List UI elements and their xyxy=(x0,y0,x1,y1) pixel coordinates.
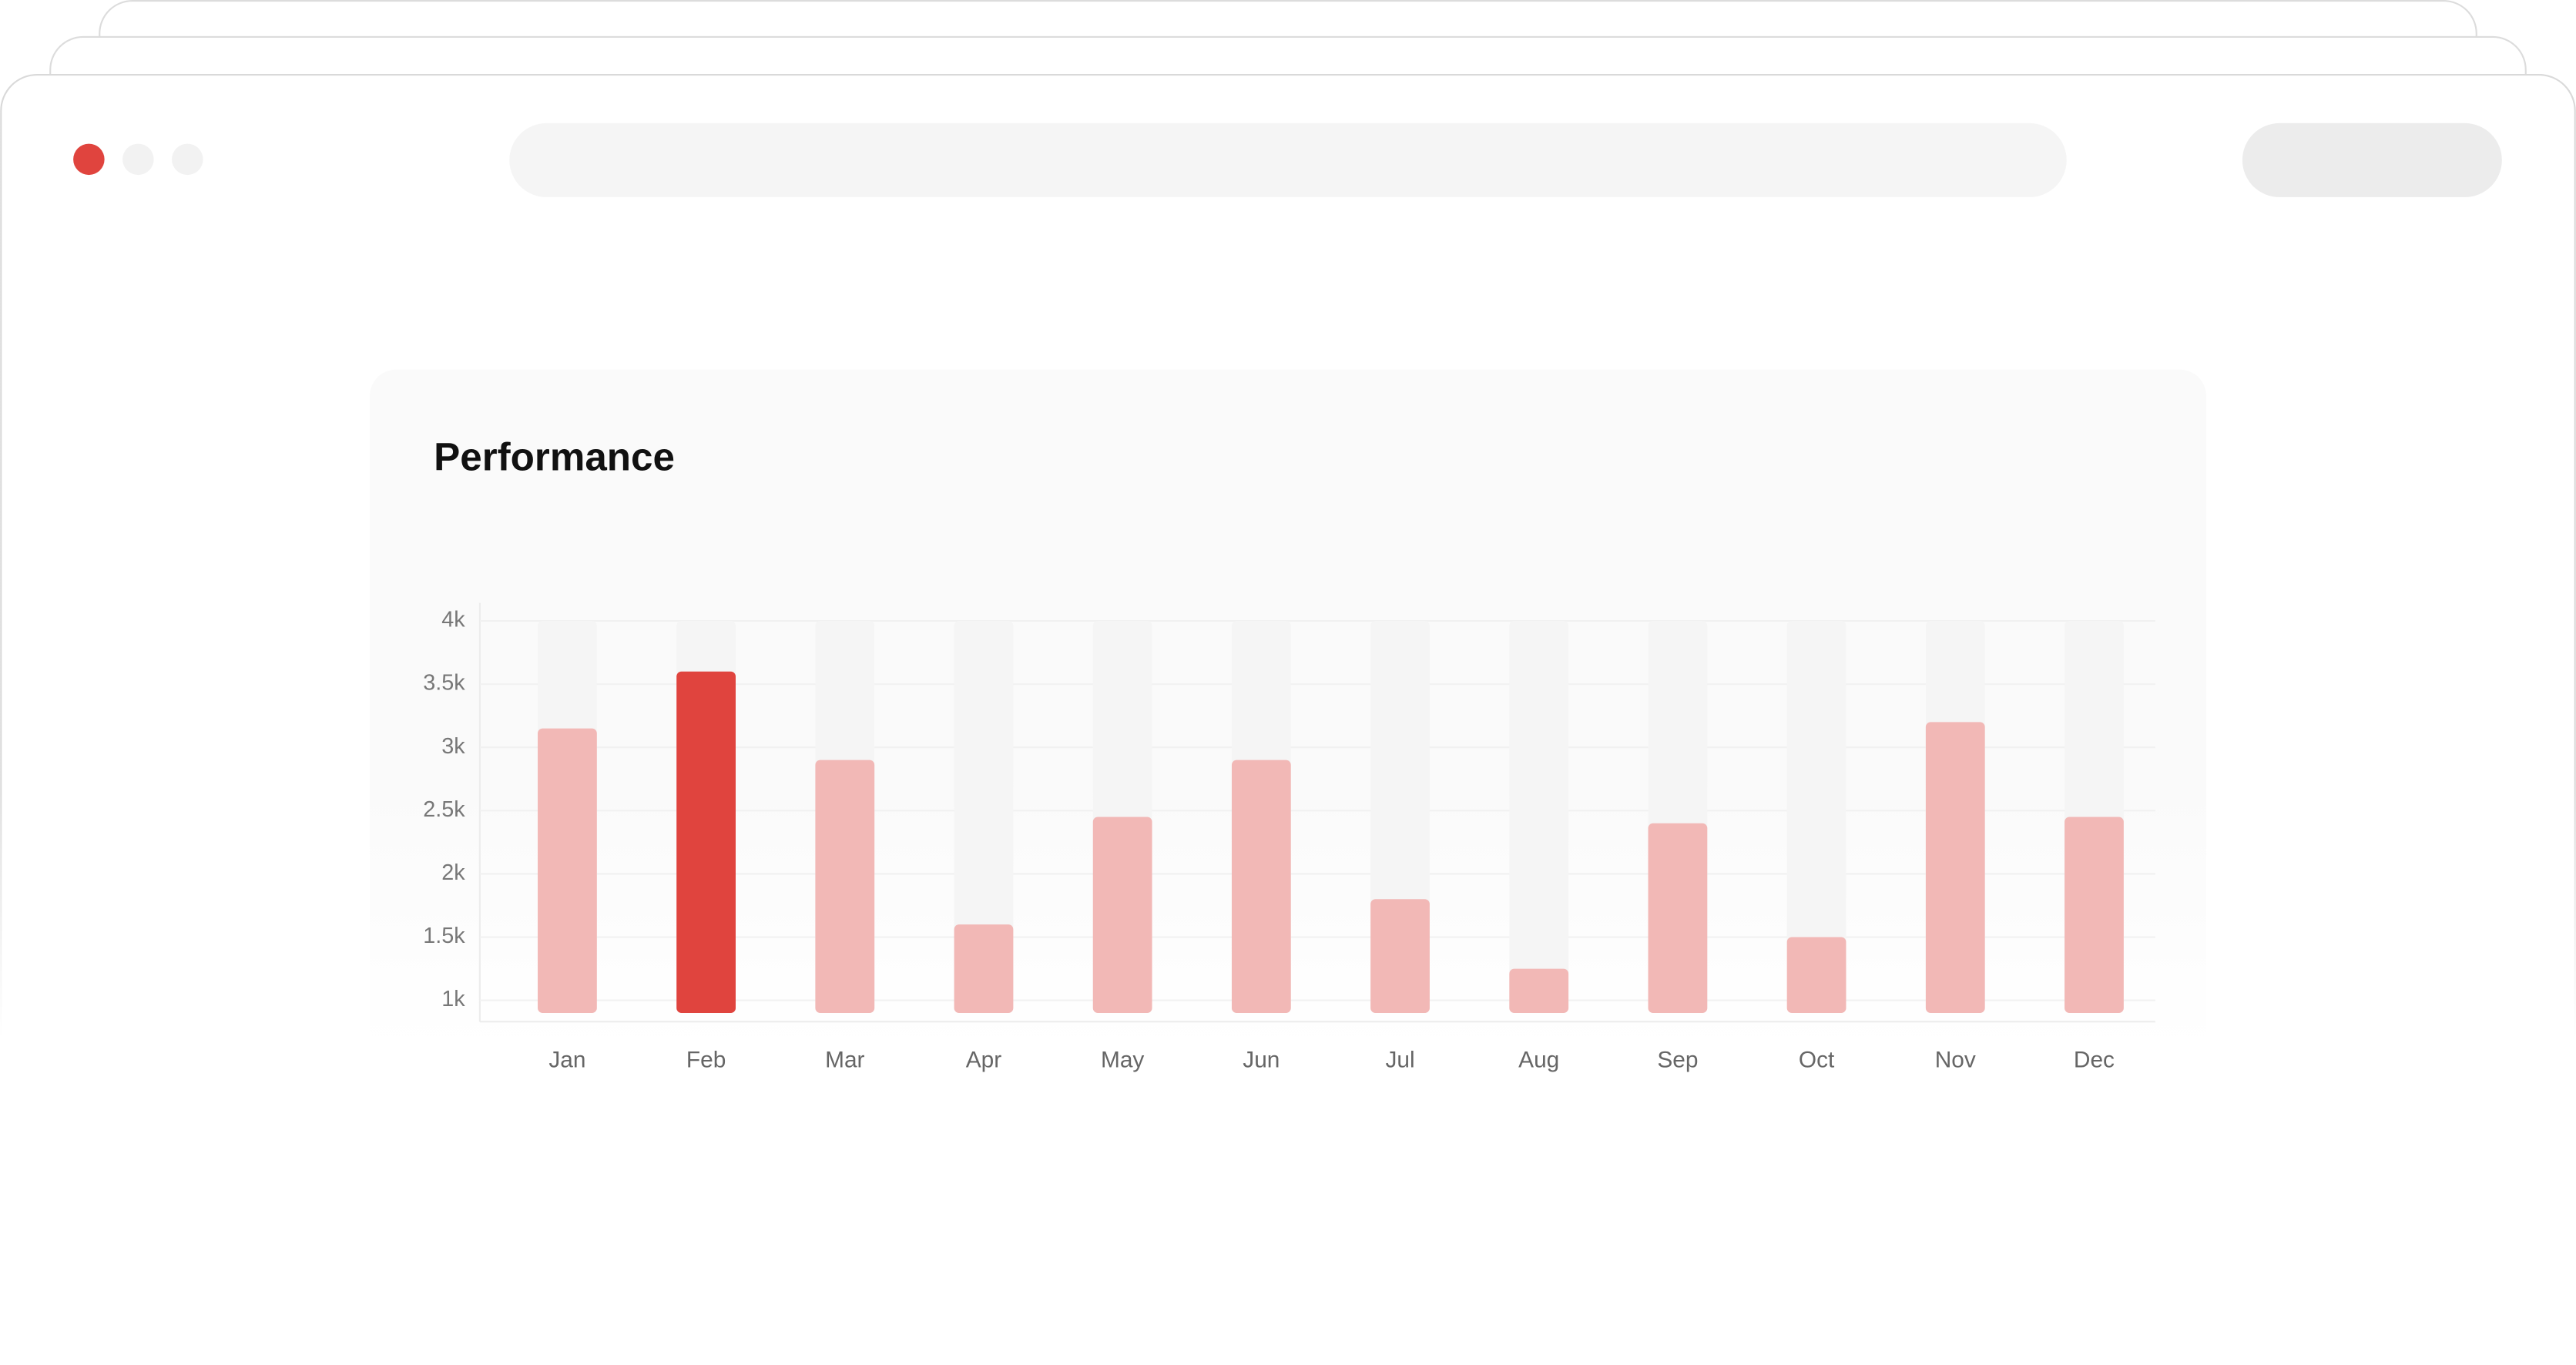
x-tick-label: Dec xyxy=(2074,1047,2115,1072)
close-button[interactable] xyxy=(73,143,105,176)
y-tick-label: 2.5k xyxy=(423,797,465,822)
x-tick-label: Apr xyxy=(966,1047,1002,1072)
bar xyxy=(1231,760,1291,1014)
bar xyxy=(538,728,597,1014)
y-tick-label: 1k xyxy=(441,987,465,1011)
x-tick-label: Feb xyxy=(686,1047,726,1072)
bar xyxy=(1925,722,1985,1014)
bar xyxy=(954,924,1014,1014)
y-tick-label: 2k xyxy=(441,860,465,885)
x-tick-label: Nov xyxy=(1935,1047,1976,1072)
maximize-button[interactable] xyxy=(172,143,203,176)
x-tick-label: Sep xyxy=(1657,1047,1698,1072)
x-tick-label: Mar xyxy=(825,1047,864,1072)
x-tick-label: Aug xyxy=(1518,1047,1559,1072)
y-tick-label: 1.5k xyxy=(423,924,465,948)
y-tick-label: 4k xyxy=(441,608,465,632)
bar xyxy=(815,760,875,1014)
y-tick-label: 3k xyxy=(441,734,465,759)
x-tick-label: Jul xyxy=(1385,1047,1414,1072)
bar xyxy=(2064,817,2124,1014)
bar-track xyxy=(954,621,1014,1014)
bar-track xyxy=(1509,621,1569,1014)
minimize-button[interactable] xyxy=(122,143,154,176)
x-tick-label: Jan xyxy=(548,1047,585,1072)
plot: 1k 1.5k 2k 2.5k 3k 3.5k 4k Jan Feb Mar Apr May Jun Ju… xyxy=(423,602,2155,1072)
action-button[interactable] xyxy=(2242,122,2502,197)
x-tick-label: May xyxy=(1101,1047,1144,1072)
x-tick-label: Oct xyxy=(1799,1047,1835,1072)
bar xyxy=(1786,937,1846,1014)
y-tick-label: 3.5k xyxy=(423,671,465,696)
bar-track xyxy=(1786,621,1846,1014)
bar xyxy=(1648,823,1708,1014)
bar xyxy=(676,671,736,1014)
chart-title: Performance xyxy=(434,435,675,479)
bar xyxy=(1509,968,1569,1014)
bar xyxy=(1370,899,1430,1014)
address-bar[interactable] xyxy=(509,122,2067,197)
x-tick-label: Jun xyxy=(1243,1047,1280,1072)
bar xyxy=(1092,817,1152,1014)
